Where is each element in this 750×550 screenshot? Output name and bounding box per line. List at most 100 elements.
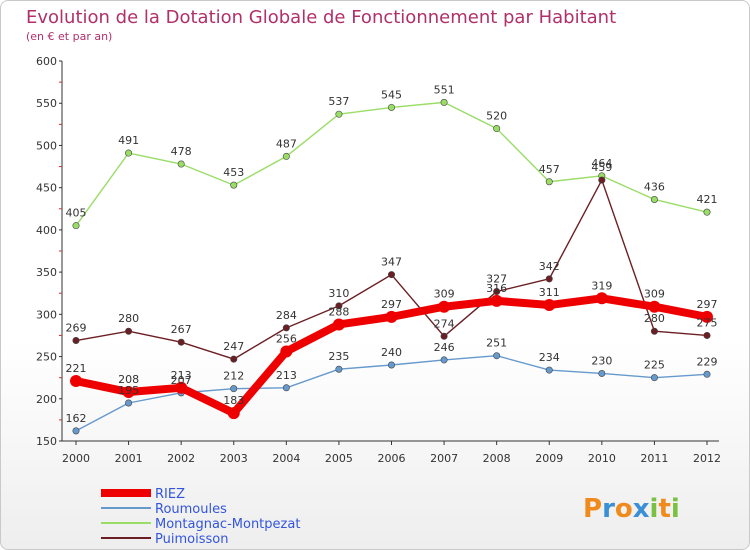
data-point [701,310,713,323]
data-point [598,369,606,377]
data-label: 288 [328,305,349,318]
data-label: 347 [381,256,402,269]
data-label: 183 [223,394,244,407]
y-tick-label: 400 [36,224,57,237]
data-point [125,149,133,157]
y-tick-label: 150 [36,435,57,448]
data-label: 545 [381,88,402,101]
x-tick-label: 2011 [640,452,668,465]
logo-letter: i [650,494,659,524]
x-tick-label: 2008 [483,452,511,465]
legend-label: Montagnac-Montpezat [155,517,300,532]
data-label: 342 [539,260,560,273]
x-tick-label: 2003 [220,452,248,465]
data-label: 319 [591,279,612,292]
series-roumoules [72,352,711,435]
data-label: 274 [434,317,455,330]
data-label: 487 [276,137,297,150]
data-point [493,125,501,133]
x-tick-label: 2000 [62,452,90,465]
data-point [72,427,80,435]
data-label: 297 [381,298,402,311]
y-tick-label: 200 [36,393,57,406]
data-label: 251 [486,337,507,350]
data-label: 162 [66,412,87,425]
series-layer [70,98,713,435]
data-label: 208 [118,373,139,386]
chart-subtitle: (en € et par an) [26,30,112,43]
data-point [598,176,606,184]
data-point [650,374,658,382]
data-point [650,327,658,335]
data-point [648,300,661,313]
data-label: 256 [276,332,297,345]
data-label: 230 [591,354,612,367]
data-label: 537 [328,95,349,108]
data-labels: 162 195 207 212 213 235 240 246 251 234 230 225 229 4… [66,83,718,424]
data-point [230,355,238,363]
data-label: 459 [591,161,612,174]
legend-label: Puimoisson [155,532,228,547]
data-label: 551 [434,83,455,96]
data-point [545,275,553,283]
data-label: 309 [434,288,455,301]
data-label: 457 [539,163,560,176]
data-point [490,294,503,307]
series-riez [70,292,713,420]
chart-title: Evolution de la Dotation Globale de Fonc… [26,7,616,28]
data-label: 213 [171,369,192,382]
data-point [230,385,238,393]
logo-letter: o [615,494,633,524]
x-tick-label: 2009 [535,452,563,465]
data-label: 229 [697,355,718,368]
x-tick-label: 2005 [325,452,353,465]
y-tick-label: 600 [36,55,57,68]
data-label: 436 [644,180,665,193]
data-point [227,407,240,420]
data-point [595,292,608,305]
data-label: 421 [697,193,718,206]
data-label: 275 [697,316,718,329]
x-tick-label: 2012 [693,452,721,465]
data-label: 247 [223,340,244,353]
data-label: 309 [644,288,665,301]
data-point [335,365,343,373]
data-label: 284 [276,309,297,322]
legend-label: Roumoules [155,502,227,517]
data-label: 520 [486,110,507,123]
x-tick-label: 2002 [167,452,195,465]
data-point [335,302,343,310]
y-tick-label: 450 [36,182,57,195]
x-tick-label: 2007 [430,452,458,465]
data-point [335,110,343,118]
data-point [125,327,133,335]
logo-letter: r [602,494,615,524]
data-point [282,152,290,160]
data-point [175,381,188,394]
data-label: 491 [118,134,139,147]
logo-letter: t [658,494,670,524]
data-label: 280 [644,312,665,325]
data-label: 297 [697,298,718,311]
logo-letter: i [671,494,680,524]
data-point [72,337,80,345]
series-line [75,101,708,227]
data-label: 246 [434,341,455,354]
proxiti-logo: Proxiti [583,494,680,524]
y-tick-label: 550 [36,97,57,110]
data-label: 221 [66,362,87,375]
data-label: 225 [644,359,665,372]
data-label: 195 [118,384,139,397]
x-tick-label: 2001 [115,452,143,465]
data-point [387,361,395,369]
data-point [543,299,556,312]
series-puimoisson [72,176,711,363]
data-point [387,103,395,111]
data-label: 280 [118,312,139,325]
data-point [72,222,80,230]
data-label: 207 [171,374,192,387]
y-tick-label: 350 [36,266,57,279]
data-point [493,288,501,296]
legend: RIEZRoumoulesMontagnac-MontpezatPuimoiss… [101,487,300,547]
